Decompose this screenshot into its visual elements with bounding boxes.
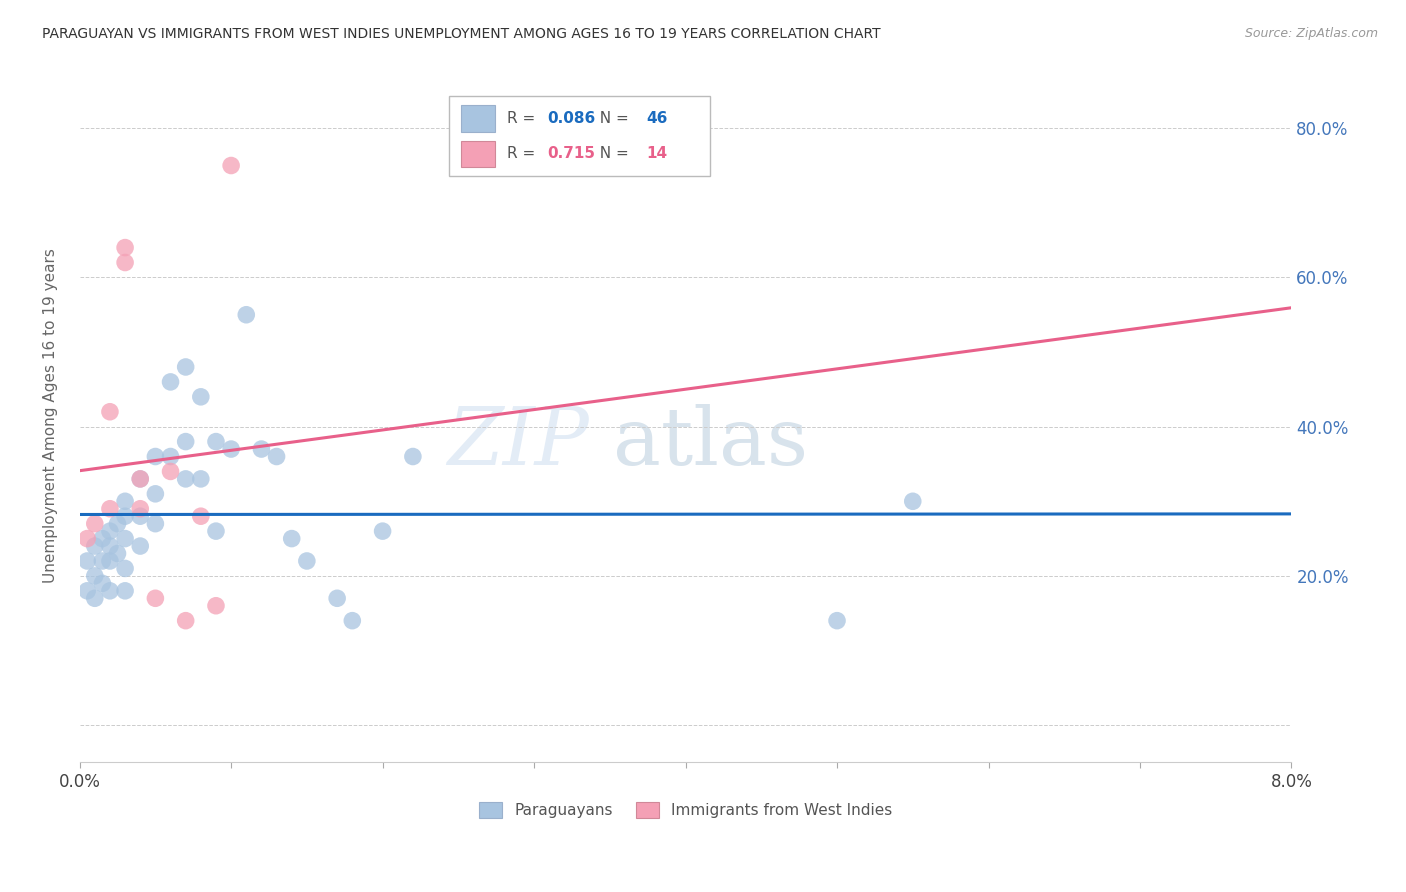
Point [98, 539, 121, 553]
FancyBboxPatch shape [461, 105, 495, 132]
Text: N =: N = [591, 146, 634, 161]
Point [266, 450, 288, 464]
FancyBboxPatch shape [461, 141, 495, 167]
Point [83, 516, 105, 531]
Point [326, 591, 349, 606]
Point [145, 516, 167, 531]
Text: 0.086: 0.086 [547, 111, 596, 126]
Point [114, 241, 136, 255]
Point [98, 405, 121, 419]
Point [91, 554, 114, 568]
Point [190, 509, 212, 524]
Point [98, 501, 121, 516]
Point [402, 450, 425, 464]
Point [98, 524, 121, 538]
Point [145, 450, 167, 464]
Point [114, 532, 136, 546]
Text: R =: R = [508, 146, 540, 161]
Point [83, 539, 105, 553]
Point [107, 547, 129, 561]
Point [219, 442, 242, 456]
Point [98, 583, 121, 598]
Point [129, 472, 152, 486]
Point [295, 554, 318, 568]
Point [205, 524, 228, 538]
Point [174, 359, 197, 374]
Point [174, 472, 197, 486]
Point [129, 472, 152, 486]
Point [825, 614, 848, 628]
Point [190, 390, 212, 404]
Text: atlas: atlas [613, 404, 808, 483]
Text: N =: N = [591, 111, 634, 126]
Point [114, 583, 136, 598]
Point [129, 501, 152, 516]
Point [107, 516, 129, 531]
Text: Source: ZipAtlas.com: Source: ZipAtlas.com [1244, 27, 1378, 40]
Point [205, 434, 228, 449]
Point [159, 465, 181, 479]
Point [83, 569, 105, 583]
Y-axis label: Unemployment Among Ages 16 to 19 years: Unemployment Among Ages 16 to 19 years [44, 248, 58, 582]
Point [342, 614, 364, 628]
Text: ZIP: ZIP [447, 404, 589, 482]
Point [129, 539, 152, 553]
Point [219, 159, 242, 173]
Point [98, 554, 121, 568]
Point [280, 532, 302, 546]
Text: 0.715: 0.715 [547, 146, 595, 161]
Point [159, 450, 181, 464]
Point [83, 591, 105, 606]
Point [235, 308, 257, 322]
Point [174, 434, 197, 449]
Point [114, 255, 136, 269]
Point [114, 494, 136, 508]
Legend: Paraguayans, Immigrants from West Indies: Paraguayans, Immigrants from West Indies [472, 796, 898, 824]
Point [91, 576, 114, 591]
Point [76, 532, 98, 546]
Point [174, 614, 197, 628]
Point [901, 494, 924, 508]
Point [205, 599, 228, 613]
Text: 14: 14 [647, 146, 668, 161]
Point [129, 509, 152, 524]
Point [91, 532, 114, 546]
Point [371, 524, 394, 538]
Point [114, 561, 136, 575]
Point [76, 554, 98, 568]
Point [159, 375, 181, 389]
Point [145, 591, 167, 606]
Point [190, 472, 212, 486]
FancyBboxPatch shape [450, 96, 710, 176]
Text: R =: R = [508, 111, 540, 126]
Text: PARAGUAYAN VS IMMIGRANTS FROM WEST INDIES UNEMPLOYMENT AMONG AGES 16 TO 19 YEARS: PARAGUAYAN VS IMMIGRANTS FROM WEST INDIE… [42, 27, 880, 41]
Point [250, 442, 273, 456]
Point [114, 509, 136, 524]
Point [76, 583, 98, 598]
Point [145, 487, 167, 501]
Text: 46: 46 [647, 111, 668, 126]
